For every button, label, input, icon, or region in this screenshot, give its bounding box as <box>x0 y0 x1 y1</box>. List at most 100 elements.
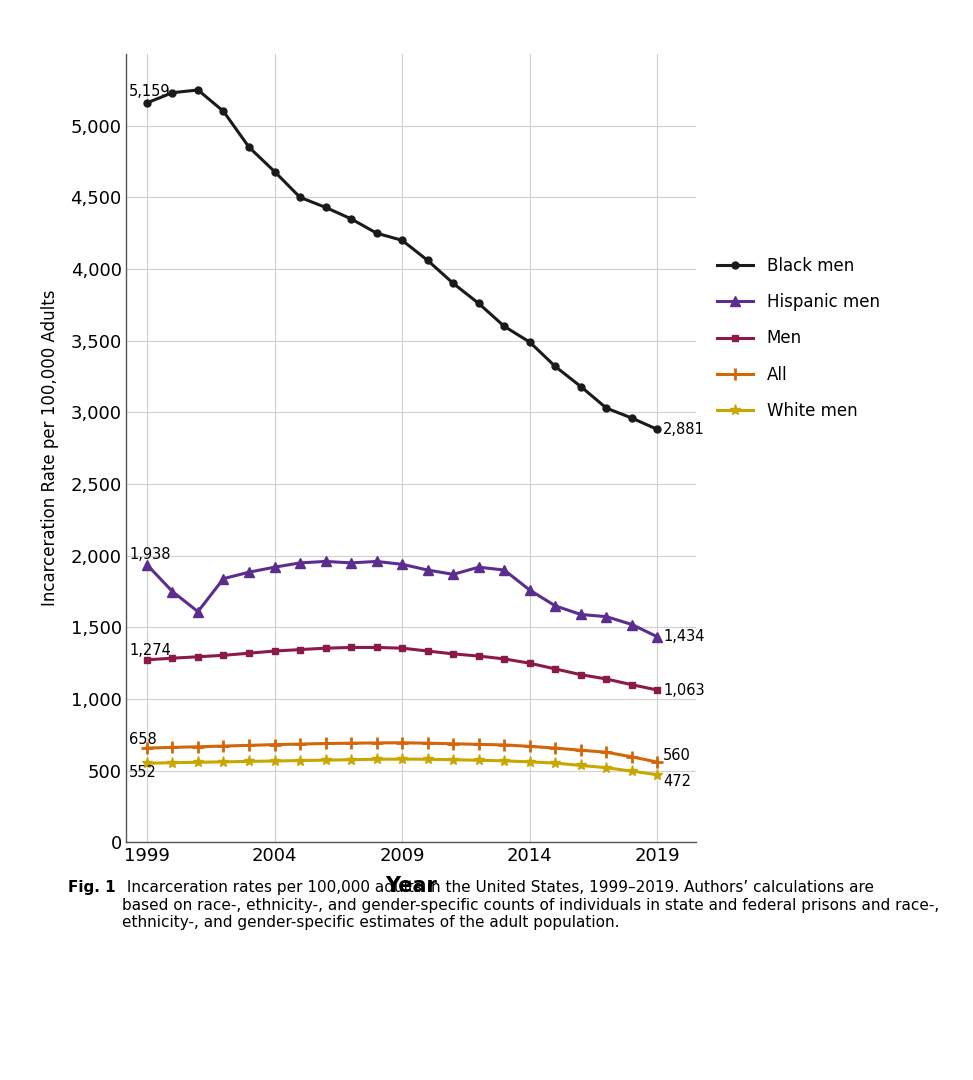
White men <box>523 755 535 768</box>
Hispanic men <box>294 556 306 569</box>
Hispanic men <box>498 564 510 577</box>
Men <box>192 650 203 663</box>
Hispanic men <box>192 605 203 618</box>
White men <box>294 754 306 767</box>
Men <box>626 678 637 691</box>
All <box>320 737 332 750</box>
Men <box>320 642 332 654</box>
White men <box>320 754 332 767</box>
Text: 5,159: 5,159 <box>129 83 170 98</box>
Hispanic men <box>448 568 459 581</box>
White men <box>473 754 485 767</box>
Black men <box>243 140 255 153</box>
Hispanic men <box>141 558 153 571</box>
Men <box>166 651 178 664</box>
Black men <box>345 213 357 226</box>
All <box>269 738 280 751</box>
Line: Men: Men <box>143 644 661 693</box>
Line: Black men: Black men <box>143 86 661 433</box>
Black men <box>600 402 612 415</box>
Hispanic men <box>243 566 255 579</box>
Hispanic men <box>575 608 587 621</box>
Men <box>269 645 280 658</box>
All <box>448 738 459 751</box>
Text: 2,881: 2,881 <box>663 422 704 437</box>
Hispanic men <box>396 558 408 571</box>
Text: 1,274: 1,274 <box>129 643 171 658</box>
All <box>550 742 561 755</box>
Hispanic men <box>550 599 561 612</box>
White men <box>422 753 434 766</box>
Black men <box>141 96 153 109</box>
Hispanic men <box>166 585 178 598</box>
White men <box>550 757 561 770</box>
Black men <box>422 254 434 267</box>
Men <box>294 643 306 656</box>
Men <box>141 653 153 666</box>
Black men <box>652 423 664 436</box>
White men <box>269 755 280 768</box>
Black men <box>192 83 203 96</box>
White men <box>243 755 255 768</box>
Men <box>550 662 561 675</box>
Text: Fig. 1: Fig. 1 <box>68 880 116 895</box>
Text: 560: 560 <box>663 747 691 762</box>
White men <box>575 759 587 772</box>
All <box>141 742 153 755</box>
Text: 1,938: 1,938 <box>129 546 170 562</box>
Black men <box>498 320 510 333</box>
Black men <box>473 297 485 310</box>
Text: 552: 552 <box>129 765 157 780</box>
Black men <box>218 105 230 118</box>
Men <box>396 642 408 654</box>
All <box>218 740 230 753</box>
Black men <box>320 201 332 214</box>
White men <box>192 756 203 769</box>
Men <box>600 673 612 686</box>
All <box>396 737 408 750</box>
Black men <box>294 191 306 204</box>
All <box>371 737 382 750</box>
All <box>575 744 587 757</box>
All <box>422 737 434 750</box>
Black men <box>396 234 408 247</box>
Y-axis label: Incarceration Rate per 100,000 Adults: Incarceration Rate per 100,000 Adults <box>41 289 59 607</box>
Text: Incarceration rates per 100,000 adults in the United States, 1999–2019. Authors’: Incarceration rates per 100,000 adults i… <box>122 880 939 930</box>
White men <box>141 757 153 770</box>
White men <box>371 753 382 766</box>
White men <box>345 753 357 766</box>
Line: All: All <box>141 738 663 768</box>
White men <box>652 768 664 781</box>
Black men <box>371 227 382 240</box>
All <box>345 737 357 750</box>
Black men <box>523 336 535 349</box>
Hispanic men <box>523 583 535 596</box>
All <box>294 738 306 751</box>
Men <box>652 684 664 697</box>
Hispanic men <box>422 564 434 577</box>
X-axis label: Year: Year <box>385 876 437 896</box>
Men <box>575 669 587 681</box>
All <box>166 741 178 754</box>
Hispanic men <box>269 561 280 573</box>
Text: 1,434: 1,434 <box>663 630 704 645</box>
Men <box>473 649 485 662</box>
Hispanic men <box>626 618 637 631</box>
Hispanic men <box>371 555 382 568</box>
Black men <box>626 411 637 424</box>
Text: 1,063: 1,063 <box>663 683 704 698</box>
Black men <box>166 86 178 99</box>
Line: White men: White men <box>141 754 663 780</box>
Black men <box>269 165 280 178</box>
Hispanic men <box>218 572 230 585</box>
Line: Hispanic men: Hispanic men <box>142 556 663 642</box>
Men <box>243 647 255 660</box>
Hispanic men <box>345 556 357 569</box>
All <box>523 740 535 753</box>
All <box>652 756 664 769</box>
Men <box>448 647 459 660</box>
Hispanic men <box>652 631 664 644</box>
Legend: Black men, Hispanic men, Men, All, White men: Black men, Hispanic men, Men, All, White… <box>717 257 880 420</box>
Men <box>371 640 382 653</box>
White men <box>218 755 230 768</box>
